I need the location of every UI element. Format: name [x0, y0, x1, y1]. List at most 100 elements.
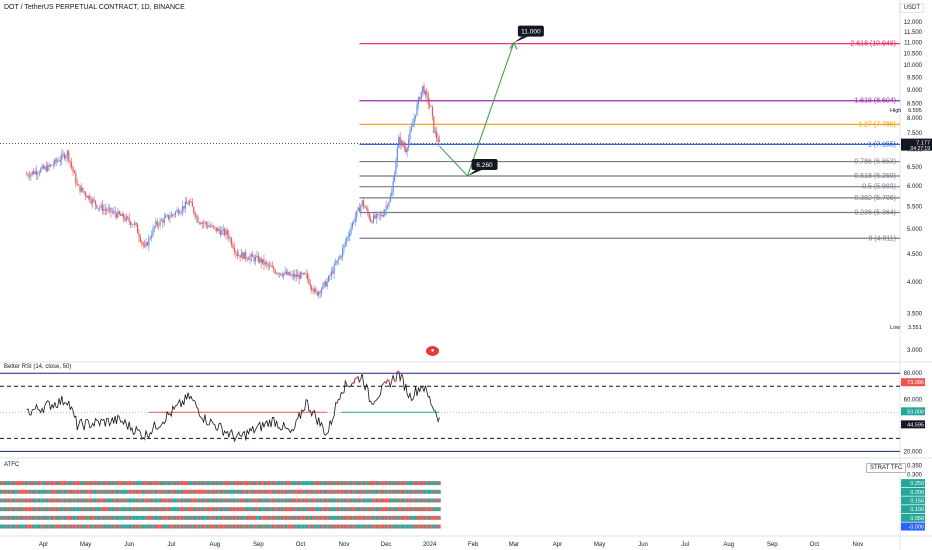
atfc-bar — [235, 507, 237, 512]
atfc-bar — [361, 524, 363, 529]
atfc-bar — [182, 524, 184, 529]
atfc-bar — [52, 481, 54, 486]
atfc-bar — [239, 515, 241, 520]
atfc-bar — [201, 481, 203, 486]
atfc-bar — [114, 515, 116, 520]
atfc-bar — [257, 498, 259, 503]
atfc-bar — [13, 507, 15, 512]
atfc-bar — [382, 489, 384, 494]
candle-body — [65, 156, 67, 159]
atfc-bar — [232, 489, 234, 494]
rsi-value-tag — [901, 407, 925, 416]
atfc-bar — [109, 507, 111, 512]
atfc-bar — [314, 489, 316, 494]
atfc-bar — [102, 489, 104, 494]
atfc-bar — [114, 481, 116, 486]
candle-body — [128, 217, 130, 222]
atfc-bar — [239, 489, 241, 494]
atfc-bar — [270, 498, 272, 503]
atfc-bar — [19, 507, 21, 512]
atfc-bar — [250, 515, 253, 520]
candle-body — [356, 210, 358, 218]
atfc-bar — [341, 507, 344, 512]
atfc-bar — [221, 481, 223, 486]
atfc-bar — [109, 524, 111, 529]
atfc-bar — [279, 481, 281, 486]
atfc-bar — [227, 498, 229, 503]
atfc-bar — [403, 524, 405, 529]
atfc-bar — [72, 524, 75, 529]
atfc-bar — [97, 481, 99, 486]
atfc-bar — [78, 489, 80, 494]
atfc-bar — [288, 524, 290, 529]
atfc-bar — [163, 507, 166, 512]
strat-tfc-label[interactable]: STRAT TFC — [866, 463, 907, 473]
candle-body — [169, 217, 171, 219]
atfc-bar — [382, 524, 384, 529]
atfc-bar — [289, 489, 292, 494]
atfc-bar — [167, 507, 169, 512]
atfc-bar — [416, 498, 418, 503]
atfc-bar — [221, 489, 223, 494]
atfc-bar — [321, 507, 323, 512]
candle-body — [180, 211, 182, 213]
atfc-bar — [371, 524, 374, 529]
atfc-bar — [393, 524, 396, 529]
atfc-bar — [331, 489, 333, 494]
atfc-bar — [312, 515, 314, 520]
atfc-bar — [130, 481, 132, 486]
atfc-value-tag-text: 0.050 — [910, 516, 924, 522]
atfc-bar — [396, 489, 398, 494]
atfc-bar — [434, 524, 436, 529]
atfc-bar — [131, 498, 133, 503]
projection-up-line — [467, 42, 515, 177]
atfc-bar — [295, 481, 297, 486]
atfc-bar — [235, 498, 237, 503]
atfc-bar — [328, 507, 331, 512]
atfc-bar — [228, 524, 231, 529]
atfc-bar — [416, 507, 418, 512]
atfc-bar — [378, 515, 380, 520]
atfc-bar — [235, 524, 237, 529]
atfc-bar — [101, 481, 103, 486]
atfc-bar — [61, 515, 63, 520]
atfc-bar — [379, 481, 381, 486]
atfc-bar — [52, 507, 54, 512]
atfc-bar — [131, 481, 133, 486]
atfc-bar — [344, 524, 346, 529]
atfc-bar — [26, 498, 28, 503]
atfc-bar — [274, 481, 276, 486]
candle-body — [257, 255, 259, 262]
atfc-bar — [211, 507, 214, 512]
atfc-bar — [244, 524, 246, 529]
currency-button[interactable]: USDT — [899, 3, 924, 13]
atfc-bar — [380, 515, 383, 520]
flag-icon[interactable]: ● — [426, 346, 439, 356]
atfc-bar — [253, 524, 255, 529]
atfc-bar — [377, 507, 379, 512]
atfc-bar — [325, 481, 327, 486]
candle-body — [379, 214, 382, 216]
atfc-bar — [327, 481, 329, 486]
atfc-bar — [5, 507, 7, 512]
atfc-bar — [230, 524, 232, 529]
atfc-bar — [156, 515, 158, 520]
candle-body — [301, 272, 303, 275]
atfc-bar — [287, 481, 289, 486]
atfc-bar — [165, 507, 167, 512]
atfc-bar — [32, 489, 34, 494]
atfc-bar — [183, 489, 185, 494]
candle-body — [47, 164, 49, 171]
atfc-bar — [7, 524, 10, 529]
atfc-bar — [240, 489, 242, 494]
atfc-bar — [327, 489, 329, 494]
chart-title: DOT / TetherUS PERPETUAL CONTRACT, 1D, B… — [4, 4, 185, 11]
atfc-bar — [409, 507, 411, 512]
atfc-bar — [386, 489, 388, 494]
atfc-bar — [378, 498, 380, 503]
candle-body — [187, 203, 189, 205]
candle-body — [395, 161, 397, 175]
atfc-bar — [215, 498, 218, 503]
atfc-bar — [418, 498, 420, 503]
atfc-bar — [306, 481, 309, 486]
